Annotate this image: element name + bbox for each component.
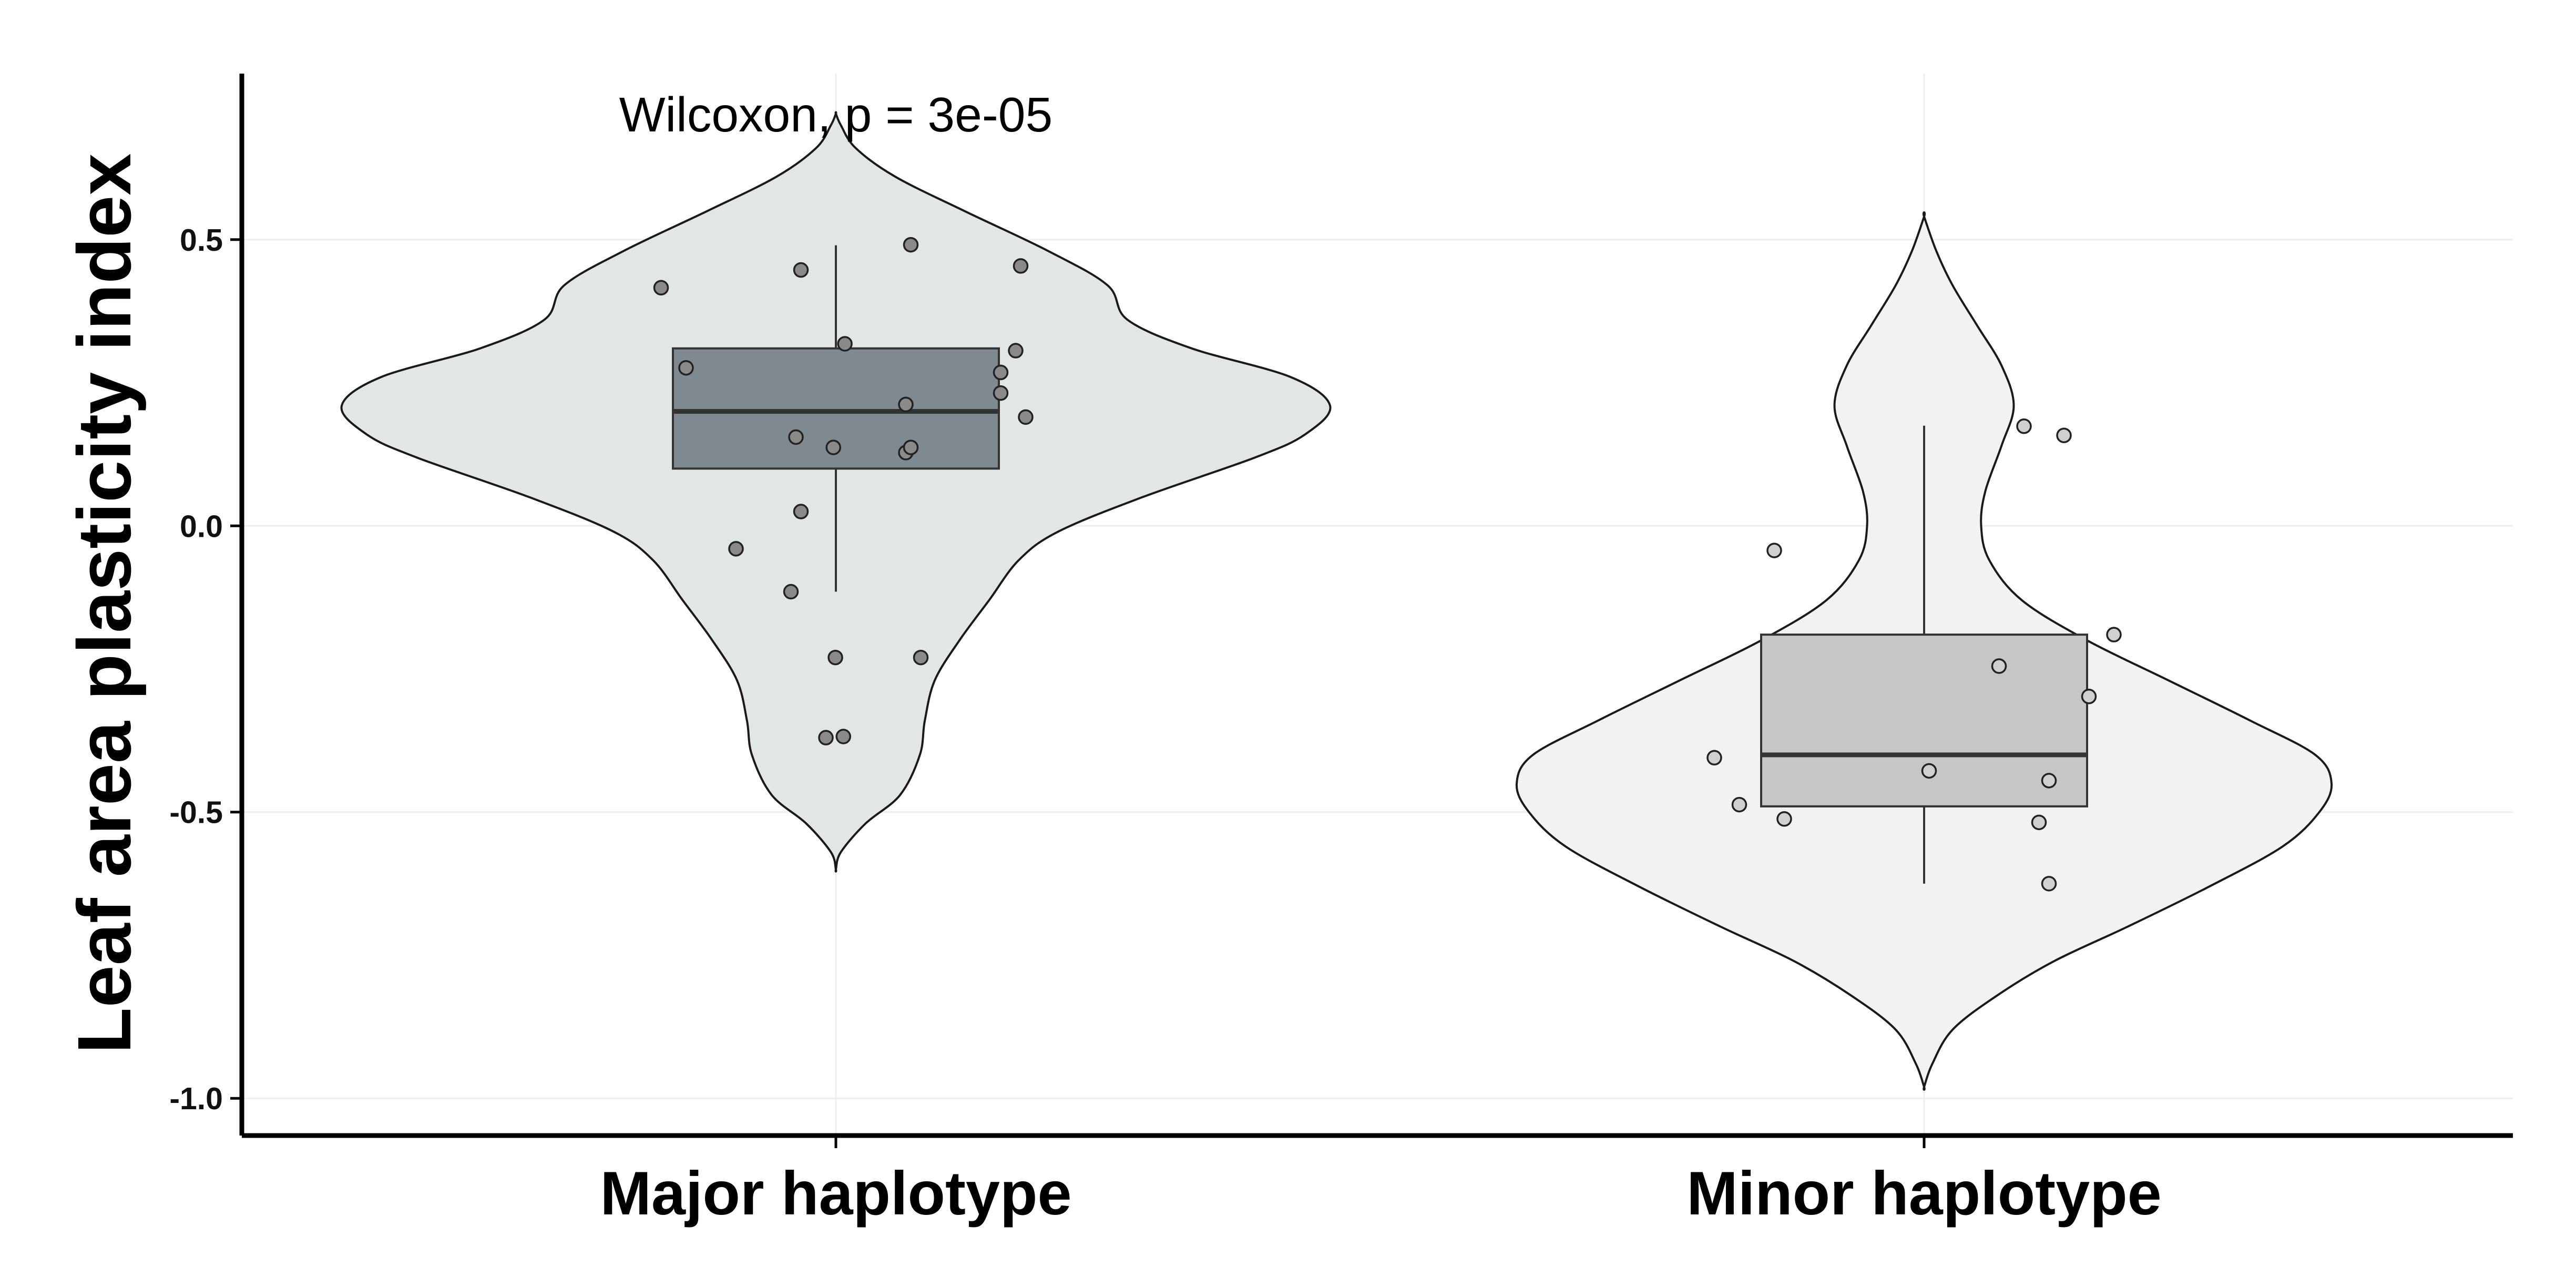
point-layer [653,237,2122,892]
grid-layer [242,74,2513,1136]
x-category-label-1: Minor haplotype [1686,1159,2162,1228]
data-point-minor-3 [1776,811,1792,827]
box-iqr-minor [1760,633,2088,807]
data-point-minor-9 [2056,427,2072,443]
data-point-major-10 [835,729,851,744]
data-point-minor-0 [1706,750,1722,766]
y-tick-label-0: 0.5 [180,223,223,258]
data-point-major-2 [728,541,744,557]
y-tick-label-1: 0.0 [180,509,223,544]
data-point-minor-1 [1731,796,1747,813]
data-point-major-16 [913,649,929,666]
data-point-major-6 [793,504,809,519]
data-point-major-19 [1008,343,1024,359]
y-tick-label-2: -0.5 [169,795,223,830]
x-category-label-0: Major haplotype [600,1159,1071,1228]
data-point-minor-7 [2031,814,2047,831]
data-point-major-9 [827,649,843,666]
data-point-major-4 [788,429,804,445]
data-point-major-0 [653,280,669,296]
data-point-minor-4 [1921,763,1937,779]
data-point-major-3 [783,584,799,600]
data-point-major-7 [818,730,834,745]
y-axis-title: Leaf area plasticity index [62,154,147,1054]
data-point-major-17 [993,364,1009,381]
data-point-major-12 [898,396,914,413]
axis-layer: 0.5 0.0 -0.5 -1.0 Major haplotype Minor haplo… [169,74,2513,1228]
data-point-major-11 [837,336,853,352]
data-point-major-21 [1018,409,1034,425]
wilcoxon-annotation: Wilcoxon, p = 3e-05 [619,87,1053,142]
data-point-minor-11 [2106,627,2122,642]
data-point-minor-10 [2081,689,2097,704]
data-point-major-8 [825,439,841,455]
y-tick-label-3: -1.0 [169,1081,223,1116]
data-point-major-14 [903,439,919,455]
data-point-minor-5 [1991,658,2007,674]
data-point-major-5 [793,262,809,278]
data-point-major-15 [903,237,919,253]
violin-layer [340,111,2333,1091]
data-point-minor-6 [2016,418,2032,434]
data-point-minor-12 [2041,876,2057,892]
data-point-major-18 [993,385,1009,401]
data-point-major-20 [1013,258,1029,274]
data-point-minor-2 [1766,543,1782,558]
data-point-major-1 [678,360,694,376]
data-point-minor-8 [2041,773,2057,789]
